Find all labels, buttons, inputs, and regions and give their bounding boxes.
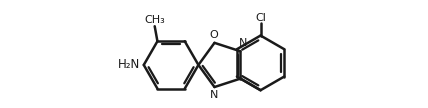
Text: O: O — [209, 30, 218, 40]
Text: H₂N: H₂N — [117, 58, 140, 71]
Text: Cl: Cl — [255, 13, 266, 23]
Text: N: N — [210, 90, 219, 100]
Text: CH₃: CH₃ — [144, 15, 165, 25]
Text: N: N — [238, 38, 247, 48]
